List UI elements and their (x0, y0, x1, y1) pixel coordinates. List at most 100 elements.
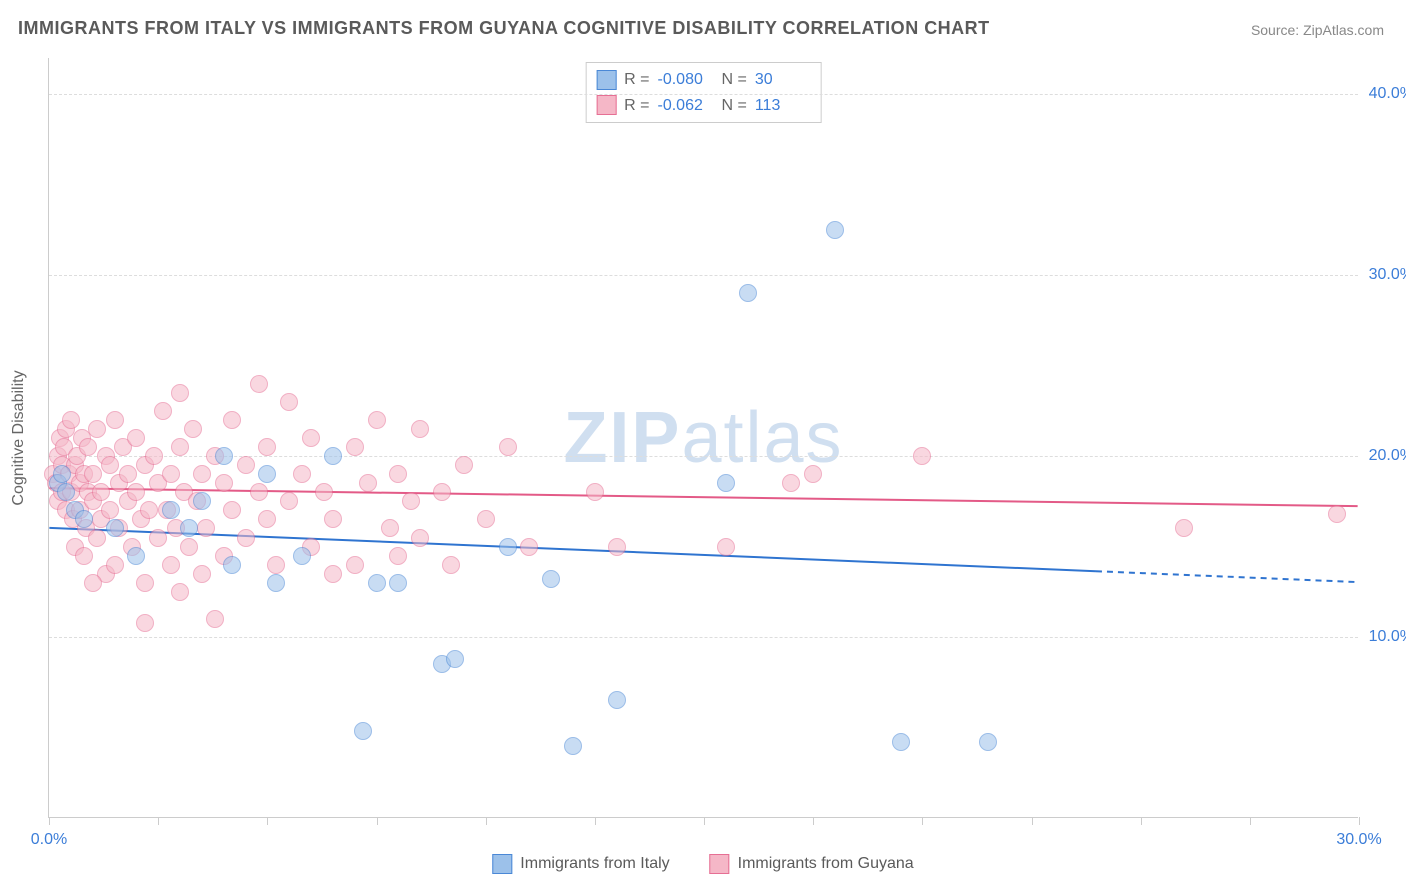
scatter-point (402, 492, 420, 510)
scatter-point (84, 465, 102, 483)
scatter-point (293, 547, 311, 565)
scatter-point (280, 492, 298, 510)
scatter-point (368, 411, 386, 429)
scatter-point (171, 583, 189, 601)
scatter-point (101, 456, 119, 474)
scatter-point (180, 519, 198, 537)
scatter-point (520, 538, 538, 556)
scatter-point (250, 375, 268, 393)
scatter-point (389, 465, 407, 483)
scatter-point (1175, 519, 1193, 537)
scatter-point (354, 722, 372, 740)
trend-line (49, 488, 1357, 506)
legend-item: Immigrants from Italy (492, 854, 669, 874)
scatter-point (717, 538, 735, 556)
y-tick-label: 40.0% (1369, 85, 1406, 103)
x-tick (595, 817, 596, 825)
stat-label-r: R = (624, 93, 649, 119)
scatter-point (180, 538, 198, 556)
x-tick (158, 817, 159, 825)
scatter-point (171, 384, 189, 402)
source-attribution: Source: ZipAtlas.com (1251, 22, 1384, 38)
scatter-point (92, 483, 110, 501)
y-tick-label: 30.0% (1369, 266, 1406, 284)
x-tick (704, 817, 705, 825)
gridline (49, 275, 1358, 276)
scatter-point (324, 510, 342, 528)
scatter-point (193, 492, 211, 510)
scatter-point (477, 510, 495, 528)
legend-label: Immigrants from Italy (520, 855, 669, 873)
bottom-legend: Immigrants from Italy Immigrants from Guy… (492, 854, 913, 874)
scatter-point (127, 547, 145, 565)
scatter-point (359, 474, 377, 492)
scatter-point (826, 221, 844, 239)
x-tick (1250, 817, 1251, 825)
legend-swatch (492, 854, 512, 874)
scatter-point (106, 556, 124, 574)
scatter-point (206, 610, 224, 628)
scatter-point (979, 733, 997, 751)
scatter-point (389, 574, 407, 592)
scatter-point (739, 284, 757, 302)
x-tick (813, 817, 814, 825)
scatter-point (127, 429, 145, 447)
scatter-point (149, 529, 167, 547)
scatter-point (381, 519, 399, 537)
scatter-point (499, 438, 517, 456)
stat-value-r: -0.062 (658, 93, 714, 119)
scatter-point (542, 570, 560, 588)
scatter-point (237, 456, 255, 474)
scatter-point (171, 438, 189, 456)
stat-label-n: N = (722, 67, 747, 93)
scatter-point (608, 538, 626, 556)
scatter-point (433, 483, 451, 501)
scatter-point (62, 411, 80, 429)
scatter-point (455, 456, 473, 474)
scatter-point (258, 438, 276, 456)
scatter-point (346, 556, 364, 574)
scatter-point (162, 556, 180, 574)
scatter-point (75, 510, 93, 528)
trend-line-dashed (1096, 571, 1358, 582)
scatter-point (223, 501, 241, 519)
legend-item: Immigrants from Guyana (710, 854, 914, 874)
scatter-point (57, 483, 75, 501)
x-tick (1359, 817, 1360, 825)
x-tick-label: 0.0% (31, 831, 67, 849)
y-tick-label: 10.0% (1369, 628, 1406, 646)
x-tick-label: 30.0% (1336, 831, 1381, 849)
scatter-point (84, 574, 102, 592)
scatter-point (106, 519, 124, 537)
scatter-point (586, 483, 604, 501)
scatter-point (127, 483, 145, 501)
scatter-point (101, 501, 119, 519)
scatter-point (223, 556, 241, 574)
scatter-point (608, 691, 626, 709)
watermark-bold: ZIP (563, 398, 681, 478)
chart-title: IMMIGRANTS FROM ITALY VS IMMIGRANTS FROM… (18, 18, 990, 39)
scatter-point (136, 614, 154, 632)
scatter-point (136, 574, 154, 592)
scatter-point (184, 420, 202, 438)
scatter-point (162, 465, 180, 483)
legend-label: Immigrants from Guyana (738, 855, 914, 873)
stat-label-n: N = (722, 93, 747, 119)
stats-legend: R =-0.080N =30R =-0.062N =113 (585, 62, 822, 123)
scatter-point (389, 547, 407, 565)
scatter-point (250, 483, 268, 501)
scatter-point (223, 411, 241, 429)
stat-value-n: 30 (755, 67, 811, 93)
trend-layer (49, 58, 1358, 817)
scatter-point (324, 565, 342, 583)
scatter-point (258, 465, 276, 483)
scatter-point (411, 529, 429, 547)
x-tick (486, 817, 487, 825)
scatter-point (315, 483, 333, 501)
scatter-point (258, 510, 276, 528)
scatter-point (215, 447, 233, 465)
legend-swatch (710, 854, 730, 874)
x-tick (377, 817, 378, 825)
scatter-point (499, 538, 517, 556)
scatter-point (302, 429, 320, 447)
